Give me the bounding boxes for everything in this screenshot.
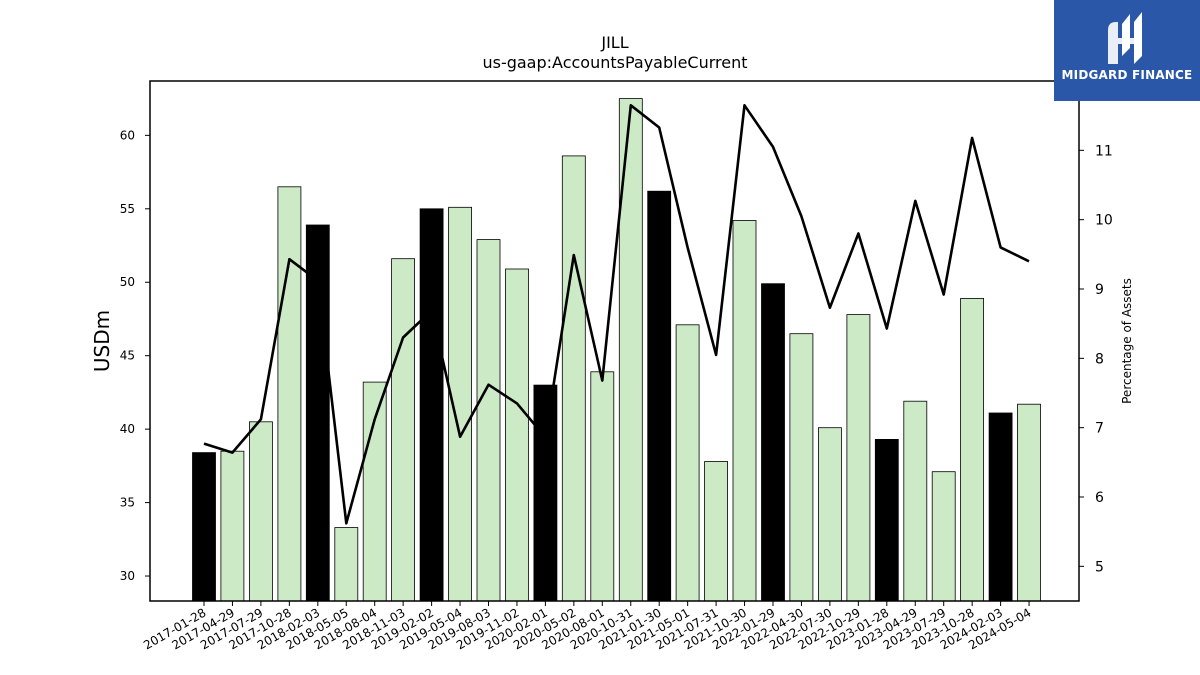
bar-2019-08-03 [476, 239, 501, 602]
bar-2017-10-28 [277, 186, 302, 602]
bars-group [192, 98, 1041, 602]
logo-text: MIDGARD FINANCE [1061, 68, 1193, 82]
y-tick-label: 50 [120, 275, 135, 289]
bar-2021-05-01 [675, 324, 700, 602]
bar-2024-02-03 [988, 412, 1013, 602]
bar-2022-04-30 [789, 333, 814, 602]
y2-axis-label: Percentage of Assets [1120, 278, 1134, 404]
chart-title: JILL [600, 33, 628, 52]
bar-2020-05-02 [561, 155, 586, 602]
plot-frame [149, 80, 1080, 602]
y-tick-label: 55 [120, 202, 135, 216]
bar-2023-07-29 [931, 471, 956, 602]
bar-2019-02-02 [419, 208, 444, 602]
y-tick-label: 40 [120, 422, 135, 436]
bar-2020-02-01 [533, 384, 558, 602]
line-group [203, 104, 1030, 525]
bar-2017-01-28 [192, 452, 216, 602]
y-tick-label: 35 [120, 496, 135, 510]
y2-tick-label: 7 [1095, 421, 1104, 437]
y-tick-label: 45 [120, 349, 135, 363]
bar-2023-04-29 [903, 400, 928, 602]
bar-2022-07-30 [818, 427, 842, 602]
bar-2023-01-28 [874, 438, 899, 602]
chart-subtitle: us-gaap:AccountsPayableCurrent [482, 53, 747, 72]
bar-2021-01-30 [647, 190, 672, 602]
bar-2023-10-28 [960, 297, 984, 602]
y-axis-label: USDm [90, 310, 114, 372]
bar-2022-10-29 [846, 314, 871, 602]
bar-2017-07-29 [248, 421, 273, 602]
bar-2018-11-03 [391, 258, 416, 602]
y2-tick-label: 9 [1095, 282, 1104, 298]
y2-tick-label: 10 [1095, 213, 1113, 229]
left-axis: 30 35 40 45 50 55 60 [120, 128, 150, 583]
x-axis: 2017-01-282017-04-292017-07-292017-10-28… [141, 601, 1034, 652]
brand-logo: MIDGARD FINANCE [1054, 0, 1200, 101]
pct-assets-line [203, 104, 1030, 525]
bar-2021-07-31 [704, 461, 728, 602]
right-axis: 5 6 7 8 9 10 11 [1079, 143, 1113, 575]
y2-tick-label: 8 [1095, 351, 1104, 367]
bar-2022-01-29 [761, 283, 785, 602]
bar-2024-05-04 [1017, 403, 1041, 602]
y2-tick-label: 6 [1095, 490, 1104, 506]
y-tick-label: 30 [120, 569, 135, 583]
midgard-logo-icon [1108, 12, 1142, 64]
y-tick-label: 60 [120, 128, 135, 142]
bar-2020-08-01 [590, 371, 615, 602]
bar-2018-05-05 [334, 527, 359, 602]
y2-tick-label: 5 [1095, 559, 1104, 575]
bar-2017-04-29 [220, 450, 245, 602]
bar-2019-11-02 [505, 268, 529, 602]
bar-2021-10-30 [732, 220, 757, 602]
y2-tick-label: 11 [1095, 143, 1113, 159]
bar-2018-08-04 [362, 381, 387, 602]
